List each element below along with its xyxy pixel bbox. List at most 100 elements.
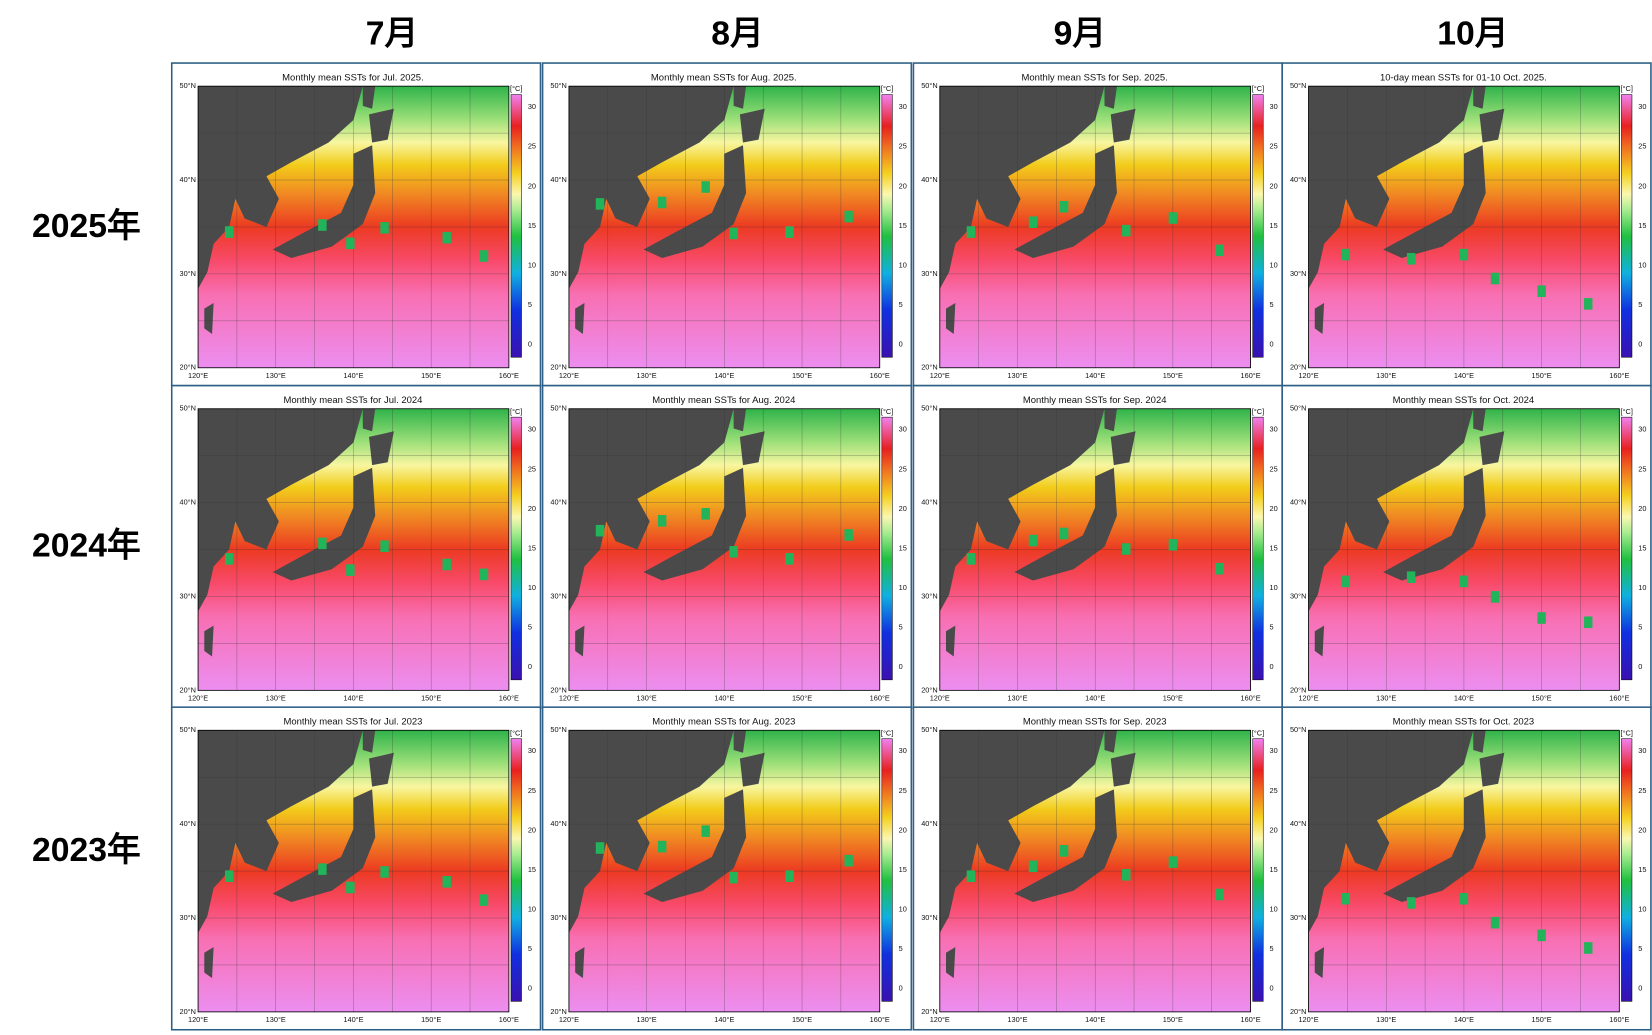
colorbar-tick-label: 15 (1270, 543, 1278, 552)
colorbar-tick-label: 25 (1270, 786, 1278, 795)
marker (844, 529, 853, 541)
lat-label: 40°N (921, 498, 937, 507)
lat-label: 50°N (1290, 725, 1306, 734)
land (575, 947, 585, 979)
colorbar-tick-label: 30 (1270, 746, 1278, 755)
colorbar-tick-label: 15 (1270, 221, 1278, 230)
lat-label: 50°N (550, 81, 566, 90)
lon-label: 130°E (1376, 1015, 1396, 1024)
colorbar-tick-label: 0 (1270, 662, 1274, 671)
panel-title: Monthly mean SSTs for Aug. 2025. (651, 72, 797, 83)
lon-label: 140°E (1454, 371, 1474, 380)
lat-label: 30°N (550, 269, 566, 278)
colorbar-unit: [°C] (510, 728, 522, 737)
column-header: 9月 (1054, 16, 1106, 53)
lon-label: 140°E (1085, 1015, 1105, 1024)
colorbar-tick-label: 5 (1270, 944, 1274, 953)
land (1014, 145, 1117, 258)
colorbar-tick-label: 25 (528, 464, 536, 473)
marker (479, 894, 489, 906)
lat-label: 30°N (179, 269, 195, 278)
marker (1028, 860, 1038, 873)
colorbar-tick-label: 30 (1638, 102, 1646, 111)
map-frame (939, 729, 1252, 1013)
marker (1537, 929, 1546, 942)
marker (701, 508, 710, 520)
marker (1215, 888, 1224, 901)
land (643, 145, 747, 258)
lon-label: 140°E (1454, 694, 1474, 703)
colorbar (881, 94, 893, 358)
lat-label: 30°N (1290, 591, 1306, 600)
lon-label: 160°E (499, 694, 519, 703)
sst-panel: Monthly mean SSTs for Jul. 2024 50°N 40°N 3… (170, 384, 542, 710)
colorbar (510, 94, 522, 358)
land (568, 408, 734, 612)
marker (595, 524, 605, 537)
colorbar-tick-label: 15 (899, 865, 907, 874)
lat-label: 30°N (1290, 913, 1306, 922)
land (272, 145, 376, 258)
colorbar-unit: [°C] (1252, 728, 1264, 737)
marker (729, 871, 738, 884)
colorbar-tick-label: 30 (528, 746, 536, 755)
colorbar-tick-label: 5 (1270, 300, 1274, 309)
colorbar-tick-label: 25 (1270, 464, 1278, 473)
land (1479, 108, 1505, 143)
marker (346, 564, 355, 576)
colorbar-tick-label: 30 (899, 102, 907, 111)
lat-label: 30°N (921, 913, 937, 922)
lon-label: 150°E (1532, 694, 1552, 703)
lon-label: 130°E (266, 371, 286, 380)
colorbar-tick-label: 5 (1638, 623, 1642, 632)
land (1110, 431, 1136, 466)
colorbar-tick-label: 10 (528, 260, 536, 269)
colorbar (881, 738, 893, 1002)
lat-label: 20°N (1290, 363, 1306, 372)
colorbar-tick-label: 25 (899, 786, 907, 795)
colorbar-unit: [°C] (1621, 84, 1633, 93)
marker (1059, 200, 1069, 213)
colorbar-tick-label: 25 (1638, 142, 1646, 151)
colorbar-tick-label: 10 (1270, 583, 1278, 592)
land (204, 302, 214, 334)
lon-label: 140°E (714, 1015, 734, 1024)
lat-label: 50°N (1290, 404, 1306, 413)
lat-label: 20°N (921, 363, 937, 372)
map-frame (939, 408, 1252, 691)
lat-label: 20°N (550, 363, 566, 372)
lon-label: 120°E (188, 694, 208, 703)
lon-label: 160°E (870, 371, 890, 380)
marker (1490, 272, 1500, 285)
marker (346, 881, 355, 894)
lon-label: 160°E (1609, 1015, 1629, 1024)
land (739, 752, 765, 787)
marker (1341, 575, 1351, 588)
land (739, 431, 765, 466)
land (1479, 752, 1505, 787)
row-label: 2024年 (32, 526, 141, 564)
land (1014, 789, 1117, 903)
lon-label: 160°E (1609, 694, 1629, 703)
land (575, 625, 585, 657)
map-frame (939, 85, 1252, 369)
marker (657, 840, 667, 853)
lon-label: 120°E (1298, 694, 1318, 703)
sst-panel: Monthly mean SSTs for Oct. 2023 50°N 40°N 3… (1281, 706, 1652, 1031)
lon-label: 120°E (559, 371, 579, 380)
lon-label: 120°E (188, 371, 208, 380)
colorbar-tick-label: 10 (528, 583, 536, 592)
lon-label: 160°E (1241, 1015, 1261, 1024)
colorbar-tick-label: 0 (528, 340, 532, 349)
marker (224, 226, 234, 238)
lat-label: 30°N (921, 269, 937, 278)
colorbar-tick-label: 20 (1638, 181, 1646, 190)
colorbar-tick-label: 15 (528, 221, 536, 230)
lon-label: 140°E (714, 694, 734, 703)
colorbar-tick-label: 5 (899, 300, 903, 309)
colorbar (510, 416, 522, 681)
lon-label: 130°E (266, 694, 286, 703)
lon-label: 160°E (1241, 371, 1261, 380)
marker (595, 198, 605, 210)
